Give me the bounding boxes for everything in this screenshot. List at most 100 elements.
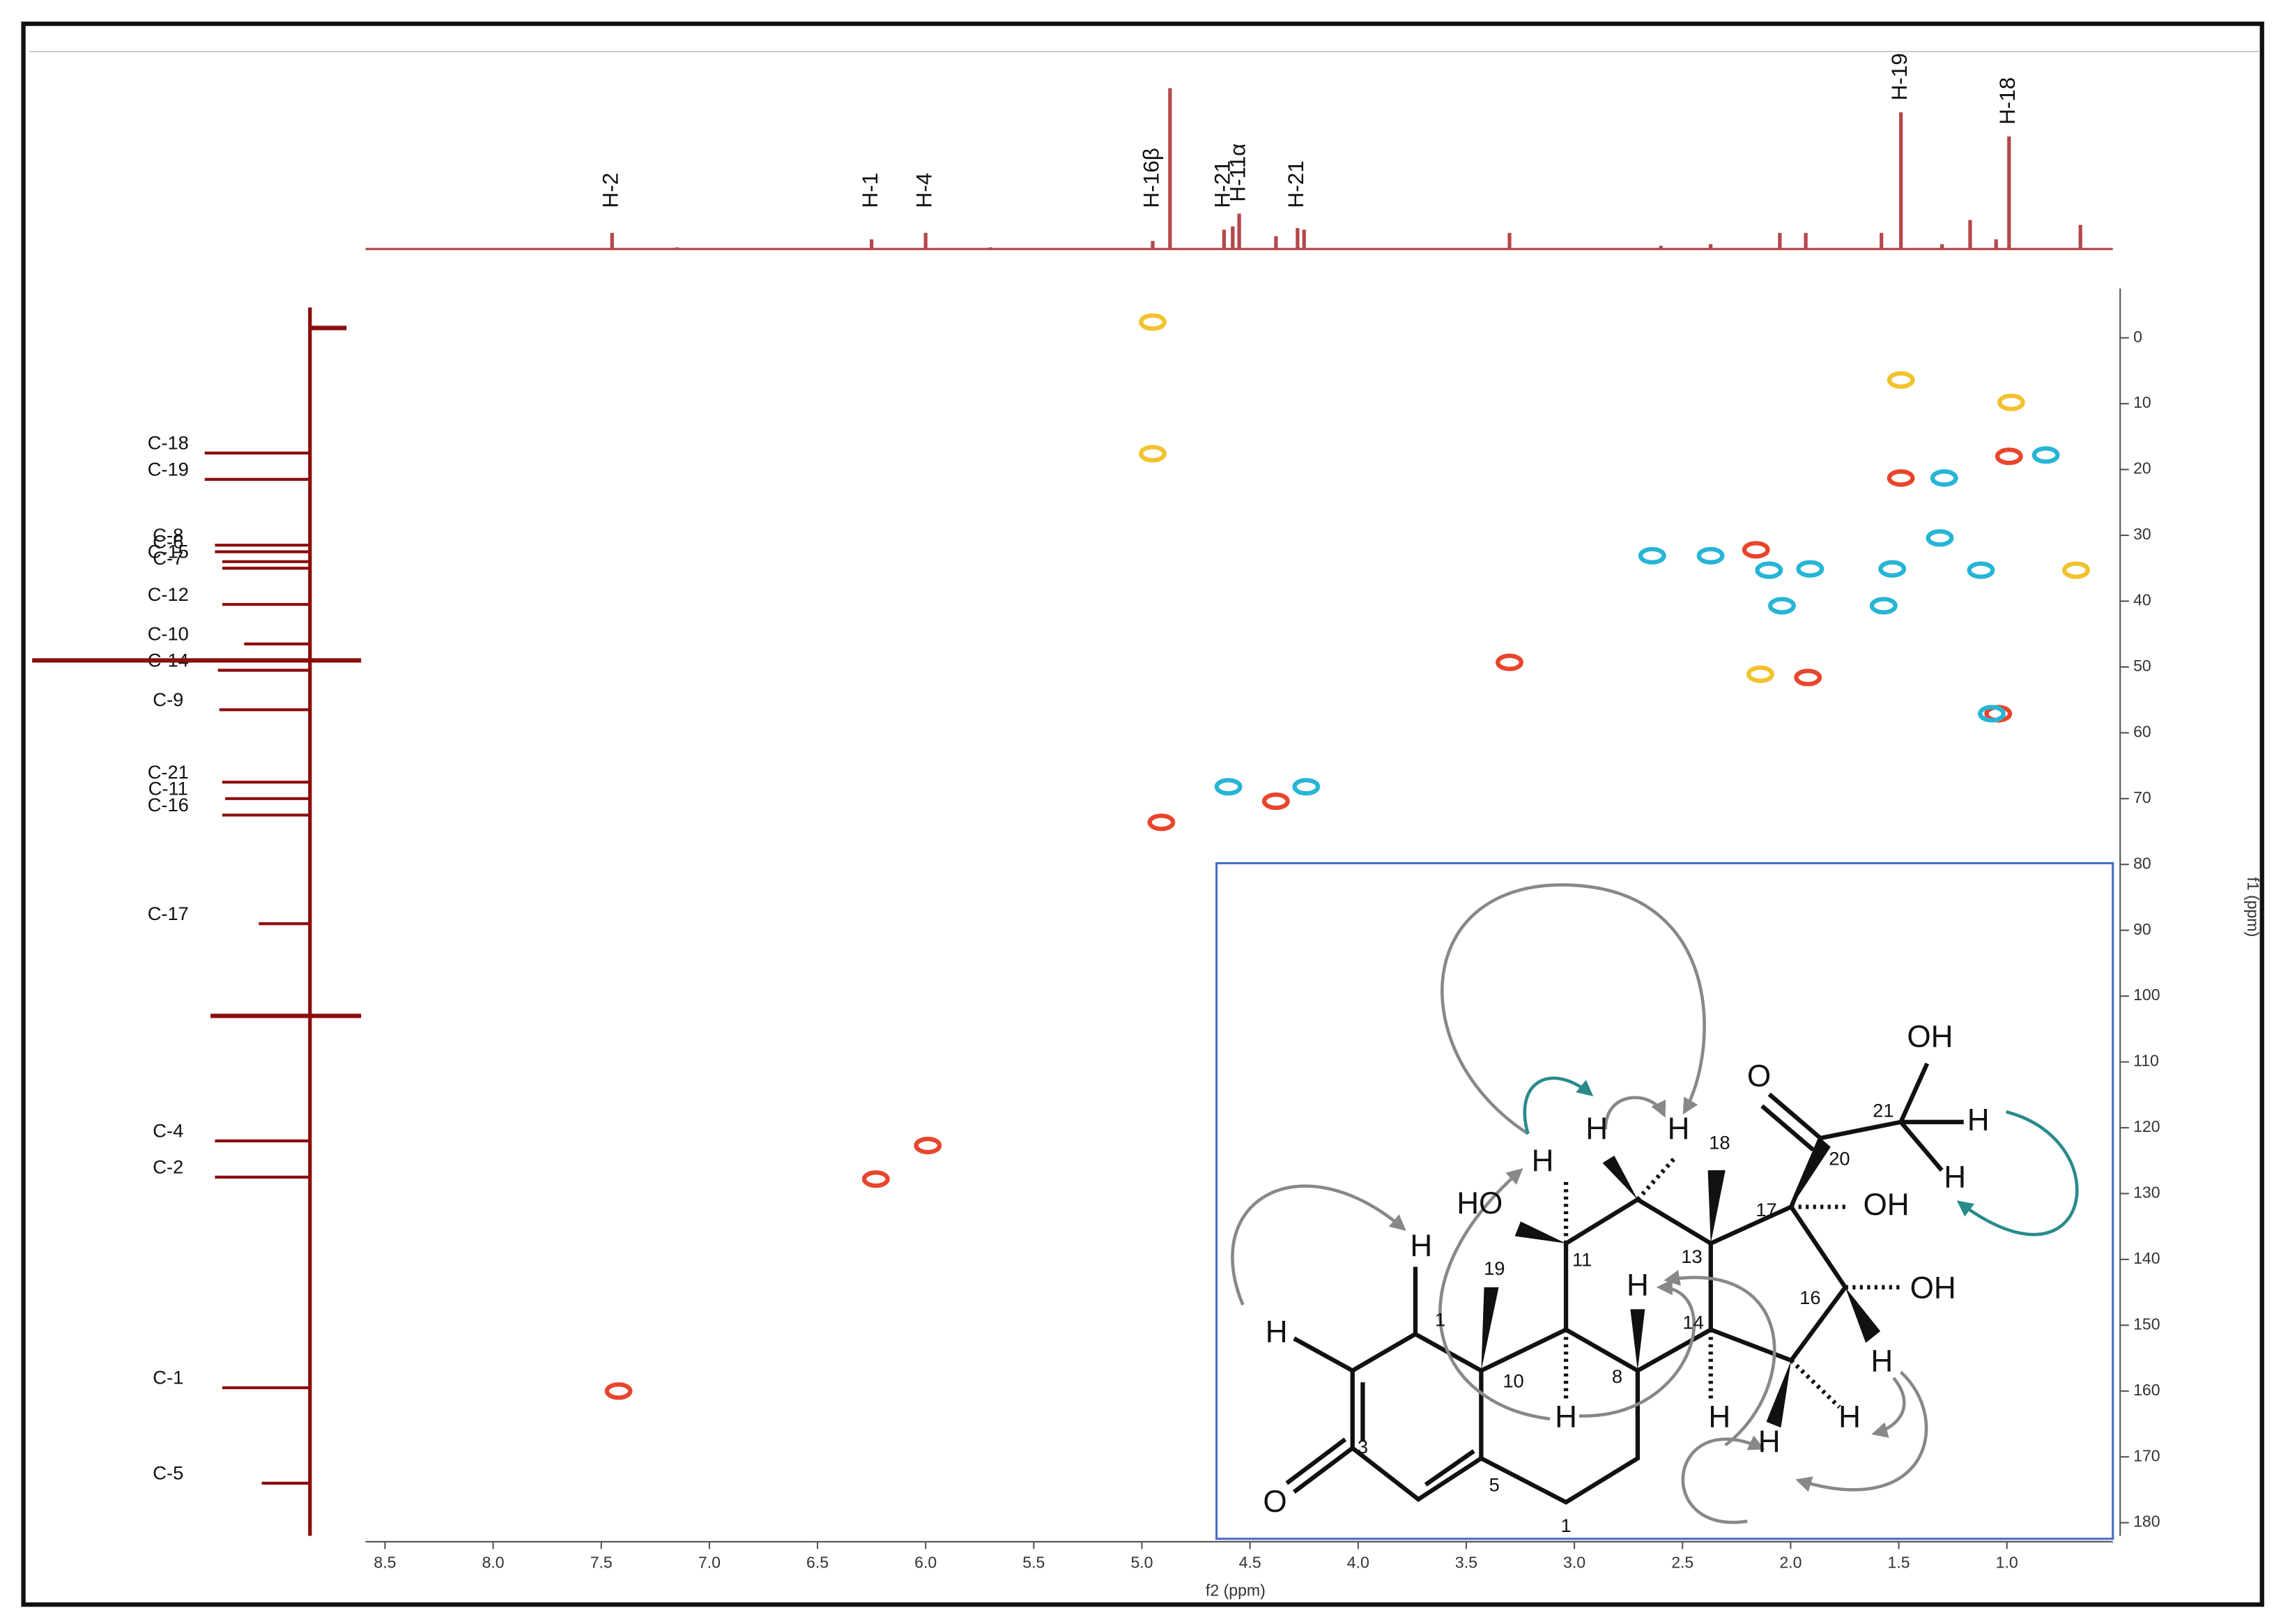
cross-peak [1638,546,1666,565]
carbon-assignment: C-21 [148,761,189,783]
proton-assignment: H-4 [912,173,937,208]
cross-peak [1926,529,1954,547]
atom-label: H [1668,1112,1690,1146]
cross-peak [1261,792,1290,811]
cross-peak [1768,597,1796,615]
y-tick-label: 170 [2133,1446,2160,1464]
carbon-assignment: C-8 [153,524,183,546]
correlation-arrows [1231,883,2079,1524]
x-tick-label: 2.5 [1671,1554,1694,1572]
proton-assignment: H-1 [858,173,882,208]
atom-label: HO [1457,1186,1503,1220]
x-tick-label: 8.5 [374,1554,396,1572]
cross-peak [1139,313,1167,331]
y-tick-label: 110 [2133,1052,2159,1070]
proton-assignment: H-16β [1139,148,1163,208]
atom-label: H [1410,1229,1432,1263]
atom-label: H [1871,1345,1893,1379]
atom-number: 19 [1484,1257,1505,1279]
atom-label: H [1266,1315,1288,1349]
plot: 8.5 8.0 7.5 7.0 6.5 6.0 5.5 5.0 4.5 4.0 3.5 3.0 2.5 2… [32,53,2160,1572]
atom-label: H [1758,1425,1781,1459]
cross-peak [1887,371,1915,389]
cross-peak [1696,546,1725,565]
atom-number: 18 [1709,1131,1730,1153]
x-tick-label: 1.0 [1996,1554,2018,1572]
proton-assignment: H-18 [1995,77,2020,125]
y-tick-label: 30 [2133,525,2151,543]
y-tick-label: 90 [2133,920,2151,938]
bonds [1285,1062,1964,1505]
atom-label: H [1944,1160,1966,1194]
y-tick-label: 10 [2133,393,2151,411]
y-tick-label: 40 [2133,591,2151,609]
cross-peak [1794,668,1822,687]
atom-label: H [1967,1103,1990,1137]
carbon-assignment: C-1 [153,1367,183,1388]
y-tick-label: 60 [2133,722,2151,740]
cross-peak [914,1136,942,1155]
atom-number: 13 [1681,1246,1702,1267]
y-tick-label: 20 [2133,459,2151,477]
carbon-assignment: C-7 [153,547,183,569]
cross-peak [1214,778,1243,796]
carbon-assignment: C-10 [148,622,189,644]
atom-label: OH [1863,1188,1909,1222]
atom-number: 10 [1503,1370,1523,1391]
x-tick-label: 4.0 [1347,1554,1369,1572]
carbon-assignment: C-19 [148,458,189,480]
y-tick-label: 100 [2133,986,2160,1004]
atom-number: 21 [1873,1099,1894,1121]
x-tick-label: 4.5 [1239,1554,1261,1572]
cross-peak [1967,561,1995,579]
x-tick-label: 7.0 [698,1554,721,1572]
x-tick-label: 5.5 [1022,1554,1045,1572]
cross-peak [604,1382,633,1400]
x-tick-label: 2.0 [1779,1554,1802,1572]
x-tick-label: 8.0 [482,1554,505,1572]
carbon-assignment: C-15 [148,540,189,562]
y-tick-label: 140 [2133,1249,2160,1267]
atom-number: 3 [1358,1436,1368,1457]
cross-peak [1496,653,1523,671]
atom-number: 14 [1682,1312,1703,1333]
cross-peak [1139,445,1167,463]
cross-peak [1292,778,1321,796]
atom-label: H [1555,1400,1577,1434]
y-tick-label: 80 [2133,854,2151,872]
atom-label: OH [1910,1271,1956,1305]
x-tick-label: 3.5 [1455,1554,1477,1572]
atom-number: 5 [1489,1473,1500,1495]
cross-peak [1878,560,1907,578]
x-tick-label: 5.0 [1130,1554,1153,1572]
cross-peak [1746,665,1774,683]
carbon-assignment: C-16 [148,794,189,815]
cross-peak [1755,561,1783,579]
x-axis-label: f2 (ppm) [1206,1581,1266,1599]
atom-number: 16 [1799,1287,1820,1308]
cross-peak [1995,447,2023,466]
carbon-assignment: C-12 [148,583,189,605]
proton-assignment: H-19 [1887,53,1912,100]
carbon-assignment: C-2 [153,1156,183,1177]
atom-label: OH [1907,1020,1953,1054]
atom-number: 20 [1829,1148,1850,1170]
cross-peak [1742,541,1770,559]
carbon-assignment: C-18 [148,432,189,454]
x-tick-label: 3.0 [1563,1554,1585,1572]
y-axis-label: f1 (ppm) [2244,877,2262,937]
atom-number: 1 [1435,1308,1445,1330]
atom-label: O [1263,1485,1287,1519]
y-tick-label: 150 [2133,1315,2160,1333]
cross-peak [1869,597,1898,615]
y-tick-label: 0 [2133,328,2142,346]
carbon-assignment: C-4 [153,1120,183,1142]
cross-peak [1796,560,1825,578]
atom-label: H [1585,1112,1608,1146]
cross-peak [1997,393,2025,411]
cross-peak [1930,469,1958,487]
y-tick-label: 160 [2133,1381,2160,1399]
y-tick-label: 130 [2133,1183,2160,1202]
atom-number: 8 [1612,1365,1622,1387]
